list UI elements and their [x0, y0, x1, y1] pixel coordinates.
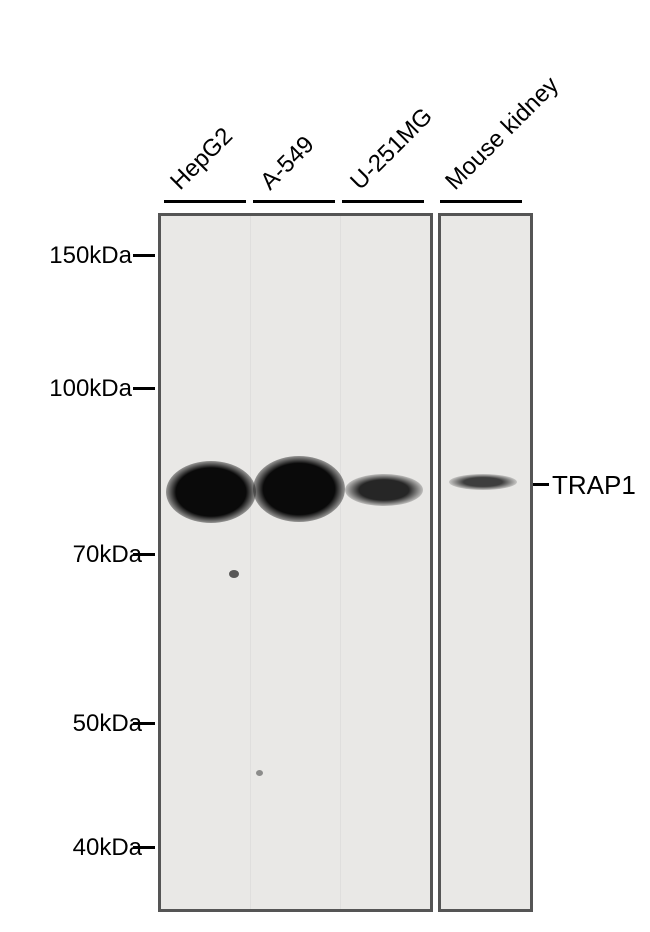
mw-label: 40kDa — [22, 834, 142, 862]
mw-tick — [133, 254, 155, 257]
blot-spot — [256, 770, 263, 776]
western-blot-figure: HepG2 A-549 U-251MG Mouse kidney 150kDa … — [0, 0, 650, 932]
mw-label: 100kDa — [12, 375, 132, 403]
blot-panel-2 — [438, 213, 533, 912]
mw-tick — [133, 553, 155, 556]
lane-label: HepG2 — [165, 122, 239, 196]
blot-band — [345, 474, 423, 506]
mw-tick — [133, 722, 155, 725]
mw-label: 70kDa — [22, 541, 142, 569]
blot-band — [253, 456, 345, 522]
lane-underline — [253, 200, 335, 203]
mw-tick — [133, 846, 155, 849]
mw-tick — [133, 387, 155, 390]
blot-panel-1 — [158, 213, 433, 912]
lane-divider — [340, 216, 341, 909]
blot-band — [449, 474, 517, 490]
target-label: TRAP1 — [552, 470, 636, 501]
lane-underline — [342, 200, 424, 203]
lane-underline — [440, 200, 522, 203]
blot-band — [166, 461, 256, 523]
lane-label: U-251MG — [345, 103, 438, 196]
lane-label: Mouse kidney — [440, 71, 565, 196]
lane-divider — [250, 216, 251, 909]
lane-label: A-549 — [255, 131, 320, 196]
lane-underline — [164, 200, 246, 203]
mw-label: 150kDa — [12, 242, 132, 270]
blot-spot — [229, 570, 239, 578]
mw-label: 50kDa — [22, 710, 142, 738]
